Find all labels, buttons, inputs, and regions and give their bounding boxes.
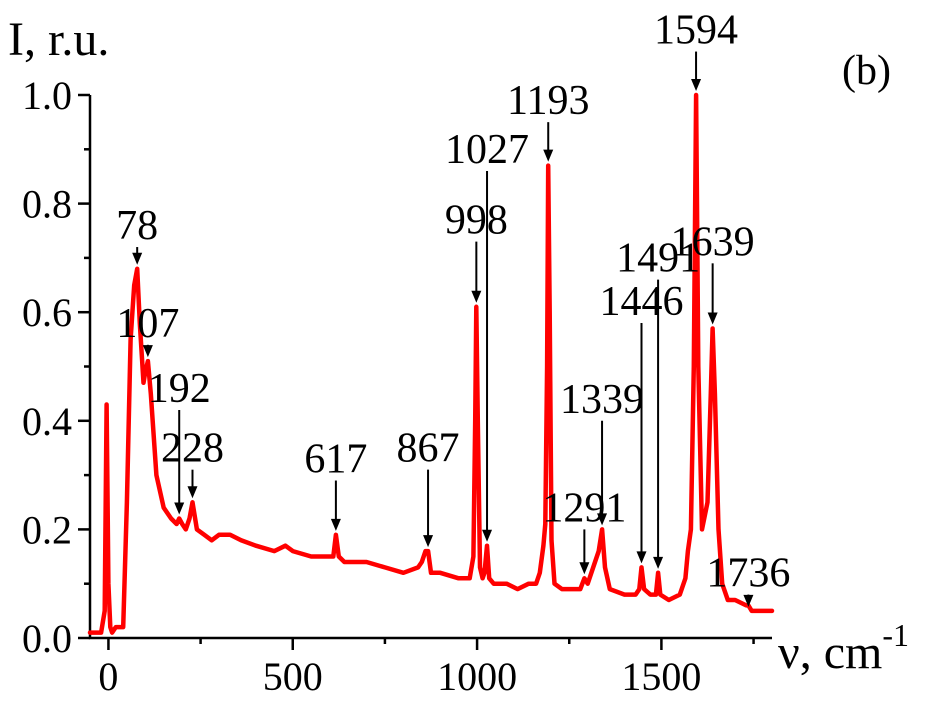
peak-label: 1193 [507,78,589,124]
peak-label: 867 [397,426,460,472]
y-tick-label: 0.8 [22,182,72,227]
peak-arrow-head [636,551,647,564]
peak-arrow-head [132,252,143,265]
y-tick-label: 0.6 [22,290,72,335]
x-tick-label: 1000 [437,654,517,699]
peak-label: 617 [304,437,367,483]
peak-arrow-head [653,556,664,569]
peak-label: 1639 [671,219,755,265]
peak-label: 78 [116,203,158,249]
x-tick-label: 1500 [621,654,701,699]
peak-label: 228 [161,426,224,472]
peak-label: 1291 [542,485,626,531]
peak-arrow-head [482,529,493,542]
x-axis-title-main: ν, cm [778,626,882,679]
peak-arrow-head [691,79,702,91]
peak-arrow-head [423,535,434,548]
peak-arrow-head [471,290,482,303]
y-tick-label: 0.4 [22,399,72,444]
peak-arrow-head [597,513,608,526]
panel-tag: (b) [842,48,891,94]
plot-area: 0.0 0.2 0.4 0.6 0.8 1.0 0 500 1000 1500 78 107 192 22… [22,8,790,699]
y-tick-label: 0.2 [22,507,72,552]
x-tick-label: 0 [98,654,118,699]
peak-arrow-head [707,312,718,325]
peak-arrow-head [543,149,554,162]
x-axis-title-sup: -1 [882,617,909,653]
peak-arrow-head [174,502,185,515]
peak-arrow-head [579,562,590,575]
peak-label: 192 [148,366,211,412]
peak-arrow-head [743,594,754,607]
x-axis-title: ν, cm-1 [778,617,909,679]
peak-label: 107 [116,301,179,347]
peak-label: 1446 [599,279,683,325]
peak-label: 998 [445,198,508,244]
y-tick-label: 1.0 [22,73,72,118]
peak-label: 1736 [706,551,790,597]
peak-label: 1027 [445,127,529,173]
peak-label: 1594 [654,8,738,54]
peak-arrow-head [142,345,153,358]
x-tick-label: 500 [263,654,323,699]
y-tick-label: 0.0 [22,616,72,661]
peak-label: 1491 [616,236,700,282]
y-axis-title: I, r.u. [8,13,109,66]
peak-arrow-head [330,518,341,531]
spectrum-line [87,92,775,635]
peak-arrow-head [187,486,198,499]
peak-label: 1339 [560,377,644,423]
